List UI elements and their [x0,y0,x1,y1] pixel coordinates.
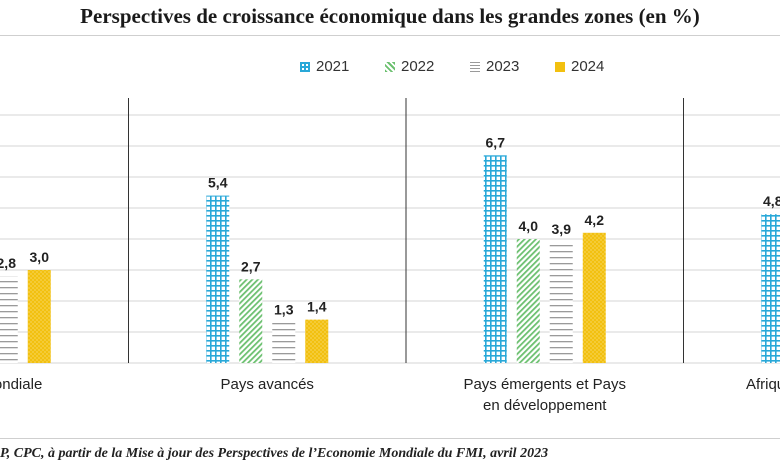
data-label: 3,0 [30,249,50,265]
bar-2022 [239,279,263,363]
data-label: 4,0 [519,218,539,234]
legend-label-2022: 2022 [401,58,435,75]
data-label: 1,4 [307,299,327,315]
category-label: Pays émergents et Pays [463,376,626,393]
category-label: uction mondiale [0,376,42,393]
category-label: Pays avancés [221,376,314,393]
bar-2023 [272,322,296,363]
legend-label-2021: 2021 [316,58,350,75]
data-label: 3,9 [552,221,572,237]
category-label: en développement [483,397,607,414]
data-label: 2,8 [0,255,16,271]
bar-2021 [206,195,230,363]
bar-2021 [483,155,507,363]
legend-swatch-2023 [470,61,480,72]
data-label: 6,7 [486,134,506,150]
bar-2024 [27,270,51,363]
data-label: 1,3 [274,302,294,318]
source-note: P, CPC, à partir de la Mise à jour des P… [0,446,549,461]
bar-2023 [0,276,18,363]
title-divider [0,35,780,36]
data-label: 5,4 [208,175,228,191]
chart-title: Perspectives de croissance économique da… [80,4,700,28]
source-divider [0,438,780,439]
legend-swatch-2021 [300,61,310,72]
legend-item-2022: 2022 [385,58,434,75]
legend-item-2021: 2021 [300,58,349,75]
legend-swatch-2024 [555,61,565,72]
category-label: Afrique Subsaharienne [746,376,780,393]
legend-label-2023: 2023 [486,58,520,75]
bar-2023 [549,242,573,363]
legend-swatch-2022 [385,61,395,72]
chart-legend: 2021 2022 2023 2024 [0,58,780,78]
legend-label-2024: 2024 [571,58,605,75]
legend-item-2024: 2024 [555,58,604,75]
data-label: 4,2 [585,212,605,228]
bar-chart-plot: 3,42,83,0uction mondiale5,42,71,31,4Pays… [0,98,780,414]
data-label: 4,8 [763,193,780,209]
bar-2024 [305,319,329,363]
legend-item-2023: 2023 [470,58,519,75]
bar-2021 [761,214,780,363]
data-label: 2,7 [241,258,261,274]
bar-2024 [582,232,606,363]
bar-2022 [516,239,540,363]
